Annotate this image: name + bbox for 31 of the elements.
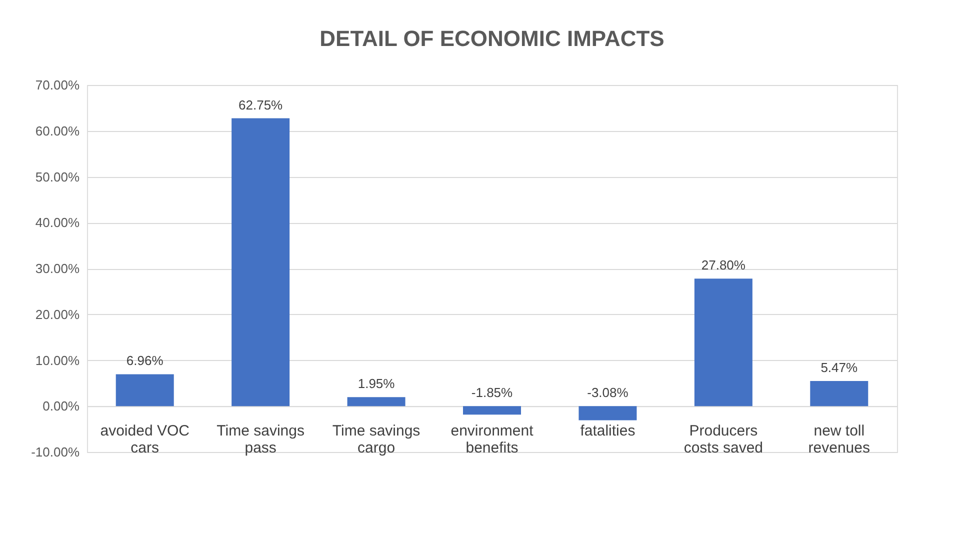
bar xyxy=(232,118,290,406)
y-tick-label: -10.00% xyxy=(31,444,80,460)
x-tick-label: environment benefits xyxy=(450,422,534,457)
y-tick-label: 40.00% xyxy=(35,215,80,230)
data-label: 5.47% xyxy=(820,360,858,376)
data-label: -1.85% xyxy=(471,385,514,400)
data-label: 6.96% xyxy=(126,353,164,368)
data-label: -3.08% xyxy=(587,385,629,400)
data-label: 1.95% xyxy=(358,376,396,392)
x-tick-label: Time savings cargo xyxy=(332,422,420,457)
data-label: 62.75% xyxy=(238,97,284,112)
bar xyxy=(694,278,752,406)
y-tick-label: 0.00% xyxy=(42,398,80,414)
x-tick-label: avoided VOC cars xyxy=(100,422,190,457)
x-tick-label: Time savings pass xyxy=(216,422,304,457)
data-label: 27.80% xyxy=(701,258,746,273)
y-tick-label: 30.00% xyxy=(35,261,80,276)
chart-title: DETAIL OF ECONOMIC IMPACTS xyxy=(320,26,664,51)
y-tick-label: 70.00% xyxy=(35,78,80,92)
x-tick-label: fatalities xyxy=(580,422,636,440)
bar xyxy=(463,406,521,415)
x-tick-label: new toll revenues xyxy=(808,422,870,457)
bar xyxy=(578,406,637,420)
x-tick-label: Producers costs saved xyxy=(684,422,764,457)
bar xyxy=(116,374,174,406)
bar xyxy=(347,397,406,406)
y-tick-label: 20.00% xyxy=(35,306,80,322)
y-tick-label: 50.00% xyxy=(35,169,80,184)
y-tick-label: 60.00% xyxy=(35,123,80,138)
y-tick-label: 10.00% xyxy=(35,352,80,368)
bar xyxy=(810,381,868,406)
